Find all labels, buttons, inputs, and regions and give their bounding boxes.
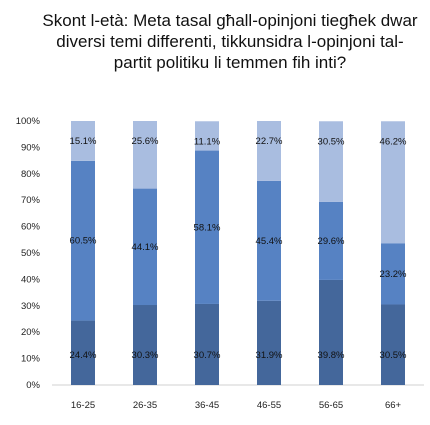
x-axis: 16-25 26-35 36-45 46-55 56-65 66+ — [71, 400, 402, 411]
data-label: 60.5% — [70, 236, 97, 247]
bar-segment — [257, 121, 281, 181]
x-tick-label: 36-45 — [195, 400, 219, 411]
data-label: 30.5% — [380, 350, 407, 361]
y-tick-label: 90% — [21, 142, 41, 153]
bar-segment — [195, 303, 219, 385]
chart-title: Skont l-età: Meta tasal għall-opinjoni t… — [42, 11, 418, 72]
x-tick-label: 16-25 — [71, 400, 95, 411]
x-tick-label: 56-65 — [319, 400, 343, 411]
bar-segment — [195, 121, 219, 151]
x-tick-label: 66+ — [385, 400, 402, 411]
bar-segment — [133, 305, 157, 385]
data-label: 11.1% — [194, 136, 221, 147]
bar-segment — [133, 188, 157, 306]
data-label: 23.2% — [380, 269, 407, 280]
data-label: 31.9% — [256, 350, 283, 361]
bar-segment — [319, 279, 343, 385]
data-label: 46.2% — [380, 136, 407, 147]
data-label: 29.6% — [318, 236, 345, 247]
bar-segment — [71, 160, 95, 321]
bar-segment — [195, 150, 219, 304]
data-label: 22.7% — [256, 136, 283, 147]
data-label: 30.3% — [132, 350, 159, 361]
bar-segment — [257, 180, 281, 301]
bar-segment — [319, 201, 343, 280]
y-axis: 0% 10% 20% 30% 40% 50% 60% 70% 80% 90% 100% — [16, 116, 424, 391]
y-tick-label: 30% — [21, 301, 41, 312]
data-label: 45.4% — [256, 236, 283, 247]
data-label: 15.1% — [70, 136, 97, 147]
data-label: 44.1% — [132, 242, 159, 253]
data-label: 25.6% — [132, 136, 159, 147]
y-tick-label: 70% — [21, 195, 41, 206]
y-tick-label: 80% — [21, 169, 41, 180]
x-tick-label: 26-35 — [133, 400, 157, 411]
bar-segment — [319, 121, 343, 202]
y-tick-label: 0% — [26, 380, 40, 391]
y-tick-label: 50% — [21, 248, 41, 259]
data-label: 24.4% — [70, 350, 97, 361]
bar-segment — [381, 121, 405, 244]
bar-segment — [71, 320, 95, 385]
data-label: 30.5% — [318, 136, 345, 147]
bars: 24.4% 60.5% 15.1% 30.3% 44.1% 25.6% 30.7% 58.1%… — [70, 121, 407, 385]
data-label: 30.7% — [194, 350, 221, 361]
bar-segment — [257, 300, 281, 385]
bar-segment — [381, 304, 405, 385]
y-tick-label: 100% — [16, 116, 41, 127]
y-tick-label: 40% — [21, 274, 41, 285]
bar-segment — [381, 243, 405, 305]
y-tick-label: 60% — [21, 222, 41, 233]
data-label: 39.8% — [318, 350, 345, 361]
bar-segment — [71, 121, 95, 161]
bar-segment — [133, 121, 157, 189]
data-label: 58.1% — [194, 222, 221, 233]
y-tick-label: 20% — [21, 327, 41, 338]
x-tick-label: 46-55 — [257, 400, 281, 411]
y-tick-label: 10% — [21, 354, 41, 365]
